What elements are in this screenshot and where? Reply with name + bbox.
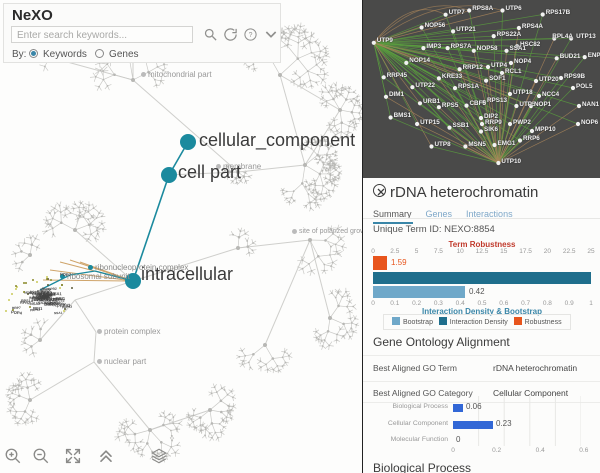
svg-text:?: ? (249, 32, 253, 39)
